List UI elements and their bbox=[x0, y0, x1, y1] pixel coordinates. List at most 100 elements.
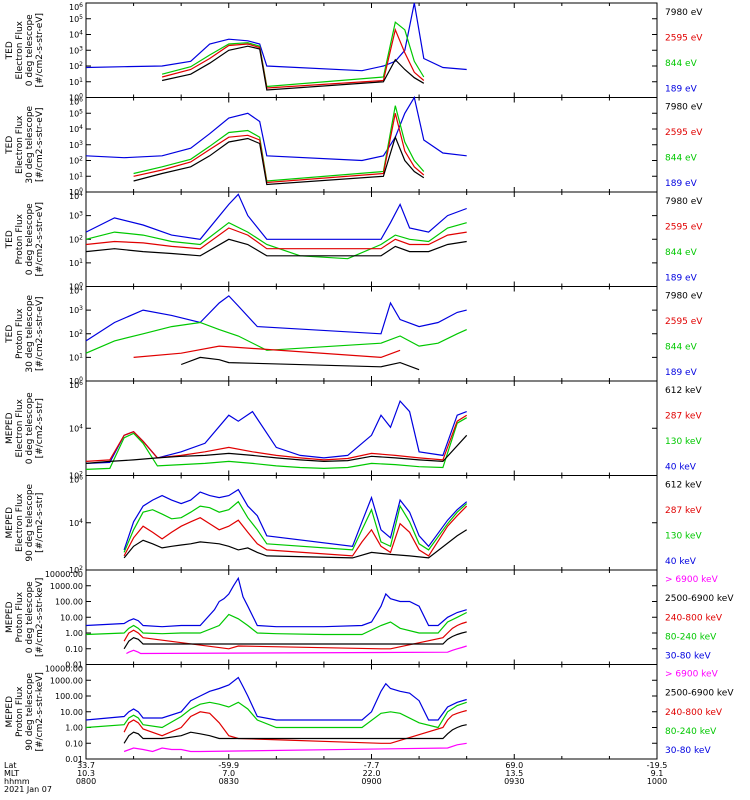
ephemeris-row-label: Lat bbox=[4, 761, 17, 770]
legend-label: 2500-6900 keV bbox=[665, 689, 734, 699]
legend-label: 287 keV bbox=[665, 412, 702, 422]
y-tick-label: 101 bbox=[69, 171, 83, 181]
series-line bbox=[85, 434, 468, 464]
legend-label: 2595 eV bbox=[665, 223, 703, 233]
y-axis-label-line: 90 deg telescope bbox=[25, 483, 35, 561]
y-tick-label: 1000.00 bbox=[50, 582, 83, 591]
legend-label: > 6900 keV bbox=[665, 670, 719, 680]
y-tick-label: 103 bbox=[69, 140, 83, 150]
series-line bbox=[85, 221, 467, 260]
y-axis-label: MEPED Electron Flux 90 deg telescope [#/cm2… bbox=[5, 483, 45, 561]
y-axis-label-line: 0 deg telescope bbox=[25, 581, 35, 653]
series-line bbox=[123, 500, 468, 553]
series-line bbox=[85, 701, 467, 729]
y-axis-label-line: 0 deg telescope bbox=[25, 392, 35, 464]
series-line bbox=[126, 645, 467, 655]
legend-label: 30-80 keV bbox=[665, 746, 711, 756]
legend-label: 612 keV bbox=[665, 386, 702, 396]
y-axis-label-line: 30 deg telescope bbox=[25, 105, 35, 183]
series-line bbox=[85, 417, 468, 470]
legend-label: 240-800 keV bbox=[665, 613, 723, 623]
y-tick-label: 101 bbox=[69, 352, 83, 362]
y-axis-label: MEPED Proton Flux 90 deg telescope [#/cm2-s… bbox=[5, 672, 45, 751]
legend-label: 80-240 keV bbox=[665, 632, 717, 642]
legend-label: 844 eV bbox=[665, 59, 698, 69]
y-axis-label-line: TED bbox=[5, 325, 15, 344]
series-line bbox=[180, 356, 420, 371]
y-tick-label: 0.01 bbox=[65, 755, 83, 764]
series-line bbox=[85, 576, 467, 628]
y-tick-label: 104 bbox=[69, 518, 83, 528]
legend-label: 844 eV bbox=[665, 248, 698, 258]
legend-label: > 6900 keV bbox=[665, 575, 719, 585]
panel-frame bbox=[85, 97, 658, 193]
series-line bbox=[85, 227, 467, 250]
series-line bbox=[85, 321, 467, 354]
legend-label: 189 eV bbox=[665, 179, 698, 189]
y-tick-label: 104 bbox=[69, 124, 83, 134]
y-axis-label-line: Electron Flux bbox=[15, 493, 25, 552]
panel-5: 102 104 106 MEPED Electron Flux 0 deg telesco… bbox=[5, 380, 702, 481]
y-axis-label: MEPED Electron Flux 0 deg telescope [#/cm2-… bbox=[5, 392, 45, 464]
legend-label: 2595 eV bbox=[665, 317, 703, 327]
ephemeris-lat: 33.7 bbox=[77, 761, 95, 770]
panel-1: 100 101 102 103 104 105 106 TED Electron Flux 0 d… bbox=[5, 2, 703, 103]
series-line bbox=[123, 621, 467, 650]
legend-label: 2595 eV bbox=[665, 128, 703, 138]
series-line bbox=[123, 742, 467, 753]
y-axis-label-line: Proton Flux bbox=[15, 308, 25, 359]
series-line bbox=[133, 113, 425, 184]
ephemeris-hhmm: 0800 bbox=[76, 777, 96, 786]
y-axis-label-line: MEPED bbox=[5, 696, 15, 728]
y-axis-label-line: [#/cm2-s-str-eV] bbox=[35, 107, 45, 182]
series-line bbox=[161, 45, 425, 91]
series-line bbox=[85, 399, 467, 464]
legend-label: 189 eV bbox=[665, 85, 698, 95]
y-tick-label: 10000.00 bbox=[45, 570, 83, 579]
ephemeris-lat: -7.7 bbox=[364, 761, 380, 770]
y-tick-label: 0.10 bbox=[65, 645, 83, 654]
y-tick-label: 102 bbox=[69, 156, 83, 166]
legend-label: 130 keV bbox=[665, 532, 702, 542]
y-axis-label-line: MEPED bbox=[5, 412, 15, 444]
y-tick-label: 100.00 bbox=[55, 692, 83, 701]
panel-4: 100 101 102 103 104 TED Proton Flux 30 deg tele… bbox=[5, 286, 703, 387]
y-axis-label-line: Proton Flux bbox=[15, 213, 25, 264]
ephemeris-row-label: hhmm bbox=[4, 777, 30, 786]
y-axis-label: TED Electron Flux 0 deg telescope [#/cm2-s-… bbox=[5, 13, 45, 88]
panel-3: 100 101 102 103 104 TED Proton Flux 0 deg teles… bbox=[5, 191, 703, 292]
y-axis-label: TED Proton Flux 0 deg telescope [#/cm2-s-st… bbox=[5, 202, 45, 277]
ephemeris-lat: 69.0 bbox=[505, 761, 523, 770]
series-line bbox=[85, 238, 467, 257]
y-tick-label: 100 bbox=[69, 187, 83, 197]
y-tick-label: 102 bbox=[69, 471, 83, 481]
series-line bbox=[133, 345, 401, 359]
legend-label: 7980 eV bbox=[665, 292, 703, 302]
y-axis-label-line: MEPED bbox=[5, 601, 15, 633]
panel-frame bbox=[85, 475, 658, 571]
legend-label: 287 keV bbox=[665, 506, 702, 516]
y-tick-label: 10.00 bbox=[60, 708, 83, 717]
panel-frame bbox=[85, 2, 658, 98]
y-tick-label: 102 bbox=[69, 61, 83, 71]
ephemeris-date: 2021 Jan 07 bbox=[4, 785, 52, 794]
y-axis-label-line: Proton Flux bbox=[15, 591, 25, 642]
series-line bbox=[85, 676, 467, 721]
panel-frame bbox=[85, 380, 658, 476]
y-tick-label: 106 bbox=[69, 97, 83, 107]
series-line bbox=[123, 505, 468, 557]
y-axis-label-line: [#/cm2-s-str-keV] bbox=[35, 672, 45, 751]
y-tick-label: 103 bbox=[69, 211, 83, 221]
y-tick-label: 103 bbox=[69, 45, 83, 55]
y-axis-label-line: 90 deg telescope bbox=[25, 672, 35, 750]
series-line bbox=[85, 193, 467, 240]
y-axis-label: TED Proton Flux 30 deg telescope [#/cm2-s-s… bbox=[5, 294, 45, 372]
legend-label: 612 keV bbox=[665, 481, 702, 491]
series-line bbox=[85, 2, 467, 72]
y-tick-label: 102 bbox=[69, 565, 83, 575]
y-tick-label: 102 bbox=[69, 234, 83, 244]
y-tick-label: 104 bbox=[69, 30, 83, 40]
y-tick-label: 105 bbox=[69, 14, 83, 24]
series-line bbox=[123, 631, 467, 650]
